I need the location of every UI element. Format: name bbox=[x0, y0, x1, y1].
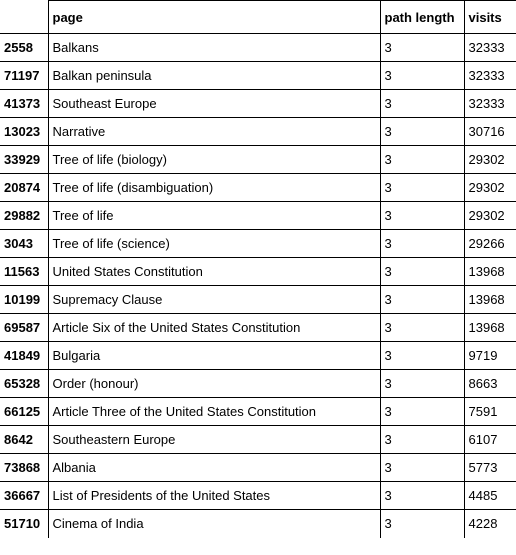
path-length-cell: 3 bbox=[379, 313, 465, 342]
table-row: 36667 List of Presidents of the United St… bbox=[0, 481, 516, 510]
table-row: 33929 Tree of life (biology) 3 29302 bbox=[0, 145, 516, 174]
path-length-cell: 3 bbox=[379, 453, 465, 482]
visits-cell: 4485 bbox=[463, 481, 516, 510]
table-row: 8642 Southeastern Europe 3 6107 bbox=[0, 425, 516, 454]
table-row: 13023 Narrative 3 30716 bbox=[0, 117, 516, 146]
visits-cell: 7591 bbox=[463, 397, 516, 426]
row-index: 3043 bbox=[0, 229, 49, 258]
path-length-cell: 3 bbox=[379, 229, 465, 258]
page-column-header: page bbox=[47, 0, 381, 34]
visits-column-header: visits bbox=[463, 0, 516, 34]
path-length-cell: 3 bbox=[379, 117, 465, 146]
header-row: page path length visits bbox=[0, 0, 516, 34]
page-cell: Albania bbox=[47, 453, 381, 482]
row-index: 13023 bbox=[0, 117, 49, 146]
path-length-cell: 3 bbox=[379, 201, 465, 230]
visits-cell: 13968 bbox=[463, 257, 516, 286]
row-index: 71197 bbox=[0, 61, 49, 90]
path-length-cell: 3 bbox=[379, 397, 465, 426]
table-row: 29882 Tree of life 3 29302 bbox=[0, 201, 516, 230]
path-length-cell: 3 bbox=[379, 173, 465, 202]
page-cell: List of Presidents of the United States bbox=[47, 481, 381, 510]
visits-cell: 13968 bbox=[463, 313, 516, 342]
table-row: 2558 Balkans 3 32333 bbox=[0, 33, 516, 62]
visits-cell: 29302 bbox=[463, 145, 516, 174]
row-index: 69587 bbox=[0, 313, 49, 342]
path-length-cell: 3 bbox=[379, 61, 465, 90]
visits-cell: 32333 bbox=[463, 89, 516, 118]
row-index: 41373 bbox=[0, 89, 49, 118]
row-index: 33929 bbox=[0, 145, 49, 174]
table-row: 69587 Article Six of the United States Co… bbox=[0, 313, 516, 342]
table-header: page path length visits bbox=[0, 0, 516, 34]
visits-cell: 32333 bbox=[463, 61, 516, 90]
row-index: 73868 bbox=[0, 453, 49, 482]
path-length-cell: 3 bbox=[379, 145, 465, 174]
row-index: 20874 bbox=[0, 173, 49, 202]
path-length-cell: 3 bbox=[379, 89, 465, 118]
path-length-cell: 3 bbox=[379, 341, 465, 370]
table-row: 3043 Tree of life (science) 3 29266 bbox=[0, 229, 516, 258]
row-index: 29882 bbox=[0, 201, 49, 230]
visits-cell: 29266 bbox=[463, 229, 516, 258]
row-index: 11563 bbox=[0, 257, 49, 286]
visits-cell: 6107 bbox=[463, 425, 516, 454]
table-row: 71197 Balkan peninsula 3 32333 bbox=[0, 61, 516, 90]
path-length-cell: 3 bbox=[379, 425, 465, 454]
table-row: 51710 Cinema of India 3 4228 bbox=[0, 509, 516, 538]
page-cell: Supremacy Clause bbox=[47, 285, 381, 314]
path-length-cell: 3 bbox=[379, 33, 465, 62]
row-index: 2558 bbox=[0, 33, 49, 62]
page-cell: Southeastern Europe bbox=[47, 425, 381, 454]
row-index: 51710 bbox=[0, 509, 49, 538]
page-cell: Article Six of the United States Constit… bbox=[47, 313, 381, 342]
page-cell: Tree of life (science) bbox=[47, 229, 381, 258]
table-row: 65328 Order (honour) 3 8663 bbox=[0, 369, 516, 398]
table-row: 10199 Supremacy Clause 3 13968 bbox=[0, 285, 516, 314]
page-cell: Cinema of India bbox=[47, 509, 381, 538]
page-cell: Order (honour) bbox=[47, 369, 381, 398]
visits-cell: 8663 bbox=[463, 369, 516, 398]
visits-cell: 29302 bbox=[463, 201, 516, 230]
path-length-column-header: path length bbox=[379, 0, 465, 34]
table-row: 41373 Southeast Europe 3 32333 bbox=[0, 89, 516, 118]
row-index: 8642 bbox=[0, 425, 49, 454]
path-length-cell: 3 bbox=[379, 257, 465, 286]
page-cell: Southeast Europe bbox=[47, 89, 381, 118]
visits-cell: 30716 bbox=[463, 117, 516, 146]
table-row: 41849 Bulgaria 3 9719 bbox=[0, 341, 516, 370]
table-row: 66125 Article Three of the United States … bbox=[0, 397, 516, 426]
visits-cell: 9719 bbox=[463, 341, 516, 370]
path-length-cell: 3 bbox=[379, 481, 465, 510]
path-length-cell: 3 bbox=[379, 285, 465, 314]
page-cell: Tree of life bbox=[47, 201, 381, 230]
visits-cell: 29302 bbox=[463, 173, 516, 202]
row-index: 65328 bbox=[0, 369, 49, 398]
page-cell: United States Constitution bbox=[47, 257, 381, 286]
page-cell: Balkans bbox=[47, 33, 381, 62]
index-header bbox=[0, 0, 49, 34]
row-index: 10199 bbox=[0, 285, 49, 314]
visits-cell: 4228 bbox=[463, 509, 516, 538]
page-cell: Tree of life (biology) bbox=[47, 145, 381, 174]
path-length-cell: 3 bbox=[379, 369, 465, 398]
visits-cell: 32333 bbox=[463, 33, 516, 62]
table-row: 73868 Albania 3 5773 bbox=[0, 453, 516, 482]
table-body: 2558 Balkans 3 32333 71197 Balkan peninsula 3 3… bbox=[0, 33, 516, 538]
page-cell: Narrative bbox=[47, 117, 381, 146]
page-cell: Bulgaria bbox=[47, 341, 381, 370]
page-cell: Balkan peninsula bbox=[47, 61, 381, 90]
row-index: 41849 bbox=[0, 341, 49, 370]
page-cell: Tree of life (disambiguation) bbox=[47, 173, 381, 202]
data-table: page path length visits 2558 Balkans 3 3233… bbox=[0, 0, 516, 538]
row-index: 66125 bbox=[0, 397, 49, 426]
page-cell: Article Three of the United States Const… bbox=[47, 397, 381, 426]
row-index: 36667 bbox=[0, 481, 49, 510]
path-length-cell: 3 bbox=[379, 509, 465, 538]
table-row: 20874 Tree of life (disambiguation) 3 29302 bbox=[0, 173, 516, 202]
visits-cell: 13968 bbox=[463, 285, 516, 314]
table-row: 11563 United States Constitution 3 13968 bbox=[0, 257, 516, 286]
visits-cell: 5773 bbox=[463, 453, 516, 482]
